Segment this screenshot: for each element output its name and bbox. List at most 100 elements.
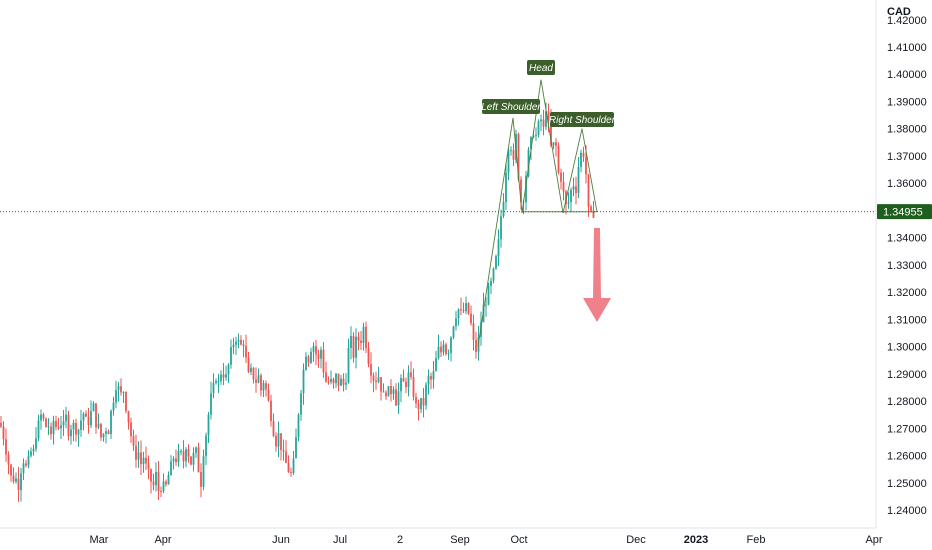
candle: [262, 380, 265, 397]
candle: [167, 471, 170, 485]
candle: [307, 354, 310, 367]
candle: [580, 149, 582, 173]
candle: [290, 467, 292, 477]
candle: [357, 332, 360, 351]
candle: [195, 446, 197, 458]
candle: [200, 463, 202, 498]
candle: [102, 433, 105, 442]
candle: [465, 296, 467, 315]
candle: [240, 335, 242, 346]
candle: [245, 334, 247, 363]
candle: [110, 409, 112, 440]
candle: [380, 377, 382, 401]
last-price-tag: 1.34955: [877, 204, 932, 220]
candle: [165, 479, 167, 487]
candle: [257, 368, 260, 384]
last-price-value: 1.34955: [883, 207, 923, 219]
candle: [107, 429, 110, 435]
price-axis[interactable]: 1.24000 1.25000 1.26000 1.27000 1.28000 1.290…: [887, 15, 927, 517]
candle: [90, 400, 92, 429]
candle: [302, 363, 305, 405]
candle: [572, 177, 575, 197]
y-tick-label: 1.42000: [887, 15, 927, 27]
candle: [540, 114, 542, 132]
candle: [512, 143, 515, 167]
candle: [197, 442, 200, 473]
candle: [542, 109, 545, 136]
candle: [260, 373, 262, 397]
candle: [25, 460, 27, 468]
candle: [272, 413, 275, 438]
pattern-label-head: Head: [527, 60, 555, 75]
candle: [285, 440, 287, 464]
y-tick-label: 1.31000: [887, 314, 927, 326]
y-tick-label: 1.40000: [887, 69, 927, 81]
candle: [187, 444, 190, 463]
candle: [20, 467, 22, 502]
candle: [255, 367, 257, 393]
candle: [40, 409, 42, 430]
candle: [467, 302, 470, 316]
candle: [497, 229, 500, 266]
candle: [437, 334, 440, 360]
pattern-label-text: Head: [529, 63, 553, 74]
candle: [277, 421, 280, 458]
x-tick-label: Feb: [747, 534, 766, 546]
candle: [475, 331, 477, 359]
candle: [377, 366, 380, 384]
candle: [190, 456, 192, 466]
candle: [400, 374, 402, 403]
candle: [77, 428, 80, 447]
candle: [15, 472, 17, 484]
candle: [120, 378, 122, 396]
candle: [372, 372, 375, 393]
candle: [42, 412, 45, 422]
candle: [355, 328, 357, 369]
candle: [575, 176, 577, 205]
candle: [35, 426, 37, 452]
y-tick-label: 1.36000: [887, 178, 927, 190]
candle: [312, 342, 315, 362]
time-axis[interactable]: Mar Apr Jun Jul 2 Sep Oct Dec 2023 Feb Apr: [90, 534, 883, 546]
candle: [22, 458, 25, 481]
candle: [185, 447, 187, 468]
candle: [47, 418, 50, 435]
candle: [405, 377, 407, 394]
candle: [100, 423, 102, 441]
candle: [180, 448, 182, 456]
y-tick-label: 1.32000: [887, 287, 927, 299]
candle: [175, 449, 177, 466]
candle: [27, 450, 30, 469]
pattern-label-right: Right Shoulder: [549, 112, 616, 127]
candle: [62, 410, 65, 436]
candle: [440, 341, 442, 358]
candle: [207, 411, 210, 444]
candle: [97, 413, 100, 430]
candle: [247, 352, 250, 374]
candle: [427, 369, 430, 395]
candle: [250, 363, 252, 376]
candle: [52, 415, 55, 445]
x-tick-label: Jun: [272, 534, 290, 546]
candle: [127, 410, 130, 430]
candle: [447, 349, 450, 360]
candle: [337, 373, 340, 392]
candle: [37, 414, 40, 442]
candle: [420, 397, 422, 414]
candle: [487, 282, 490, 306]
candle: [592, 200, 595, 219]
candle: [45, 417, 47, 428]
candle: [212, 373, 215, 399]
candle: [472, 314, 475, 351]
candle: [275, 432, 277, 452]
candle: [85, 410, 87, 418]
candle: [17, 466, 20, 502]
candle: [335, 372, 337, 389]
candle: [552, 141, 555, 150]
candle: [317, 349, 320, 368]
candle: [562, 172, 565, 201]
candle: [265, 380, 267, 397]
candle: [105, 427, 107, 444]
candle: [422, 387, 425, 418]
